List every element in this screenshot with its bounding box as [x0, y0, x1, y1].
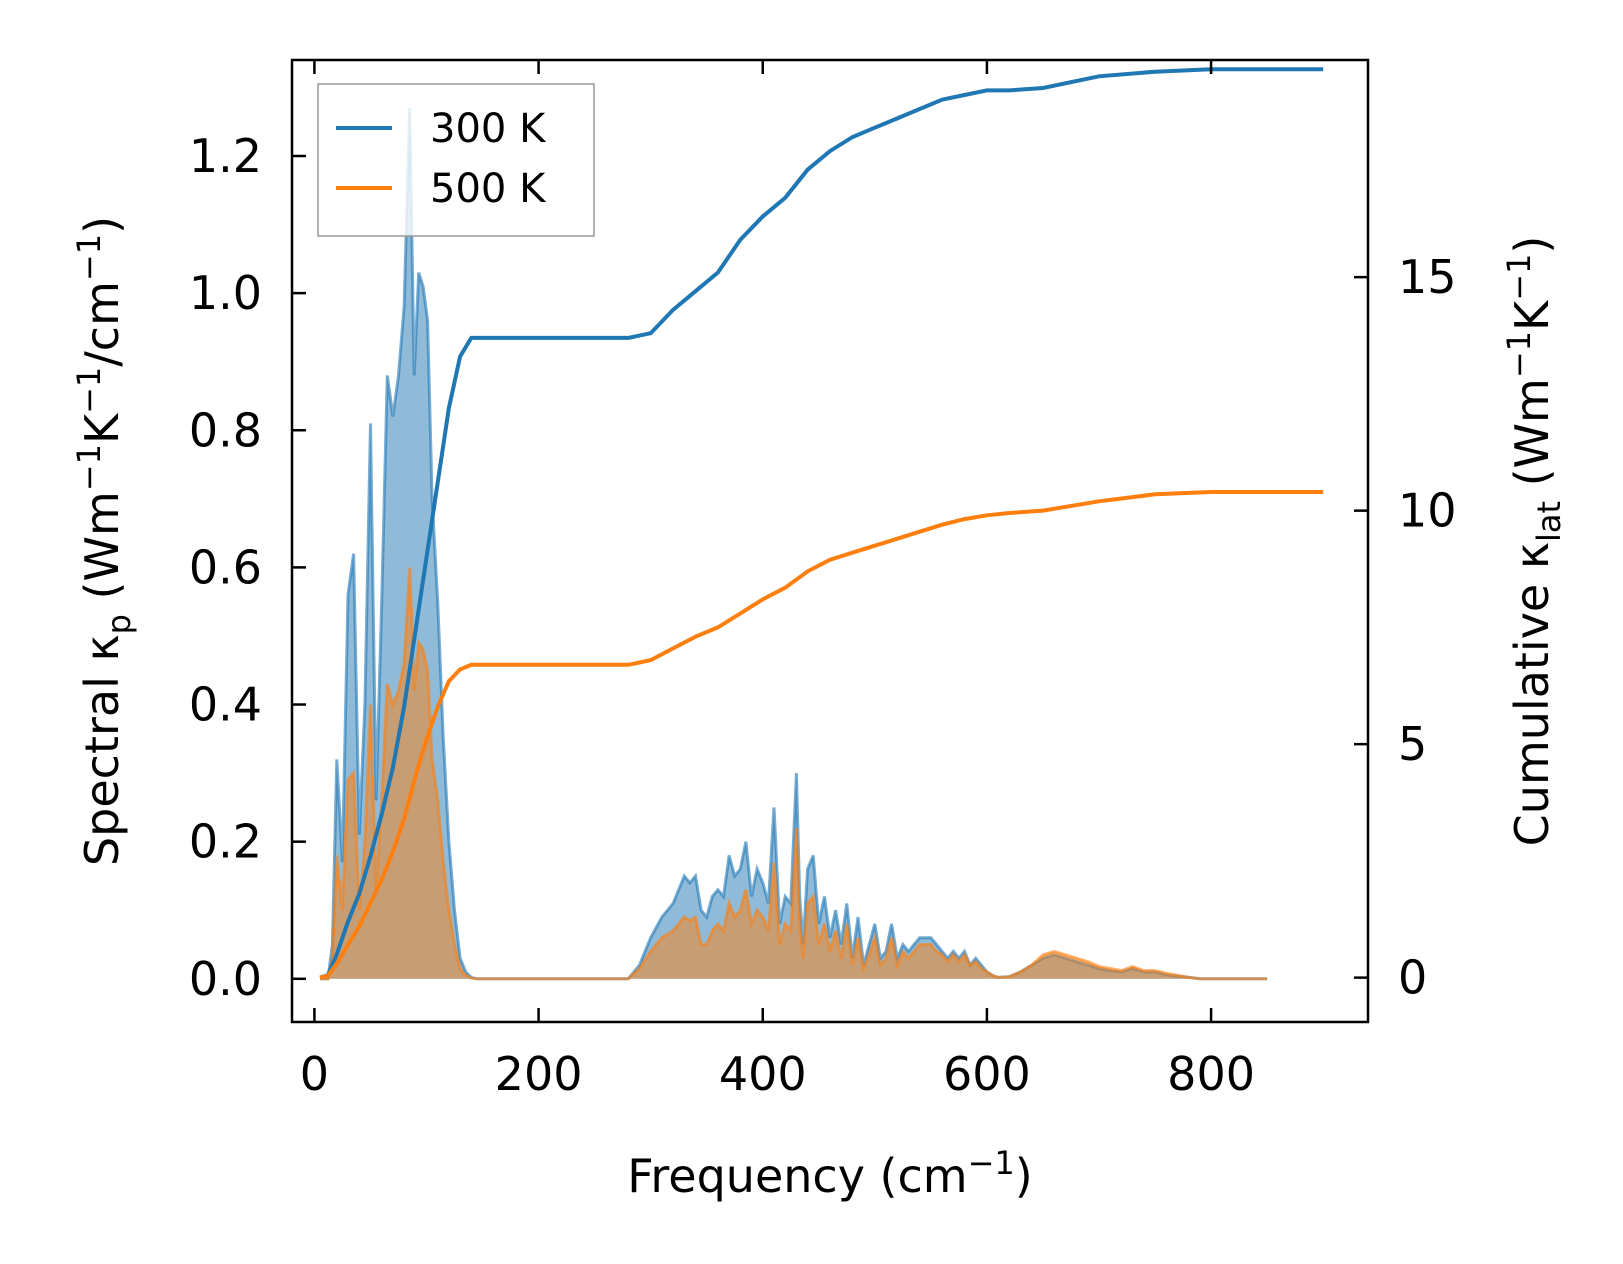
- y-left-tick-label: 1.0: [189, 266, 262, 320]
- y-right-axis-title: Cumulative κlat (Wm−1K−1): [1500, 236, 1568, 847]
- data-lines: [319, 67, 1324, 980]
- y-left-tick-label: 0.8: [189, 403, 262, 457]
- y-left-axis-title: Spectral κp (Wm−1K−1/cm−1): [70, 216, 138, 866]
- spectral-line-500-k: [320, 567, 1268, 981]
- y-left-tick-label: 0.0: [189, 952, 262, 1006]
- y-left-tick-label: 1.2: [189, 129, 262, 183]
- x-axis-title: Frequency (cm−1): [627, 1144, 1032, 1203]
- y-left-tick-label: 0.4: [189, 678, 262, 732]
- legend-label-300-k: 300 K: [430, 106, 547, 152]
- cumulative-line-300-k: [319, 67, 1324, 980]
- y-right-tick-label: 0: [1398, 951, 1427, 1005]
- plot-frame: [290, 58, 1370, 1024]
- y-left-tick-label: 0.2: [189, 815, 262, 869]
- x-tick-label: 800: [1167, 1047, 1255, 1101]
- x-tick-label: 200: [495, 1047, 583, 1101]
- axes: 0 200 400 600 800 0.0 0.2 0.4 0.6 0.8 1.0 1.2 0 5 10 15…: [70, 58, 1568, 1203]
- x-tick-label: 600: [943, 1047, 1031, 1101]
- y-left-tick-label: 0.6: [189, 540, 262, 594]
- legend-label-500-k: 500 K: [430, 166, 547, 212]
- cumulative-line-500-k: [319, 490, 1324, 980]
- y-right-tick-label: 15: [1398, 250, 1457, 304]
- y-right-tick-label: 5: [1398, 717, 1427, 771]
- legend-box: [317, 83, 595, 237]
- x-tick-label: 400: [719, 1047, 807, 1101]
- y-right-tick-label: 10: [1398, 484, 1457, 538]
- legend: 300 K 500 K: [317, 83, 595, 237]
- spectral-fills: [320, 107, 1268, 981]
- x-tick-label: 0: [300, 1047, 329, 1101]
